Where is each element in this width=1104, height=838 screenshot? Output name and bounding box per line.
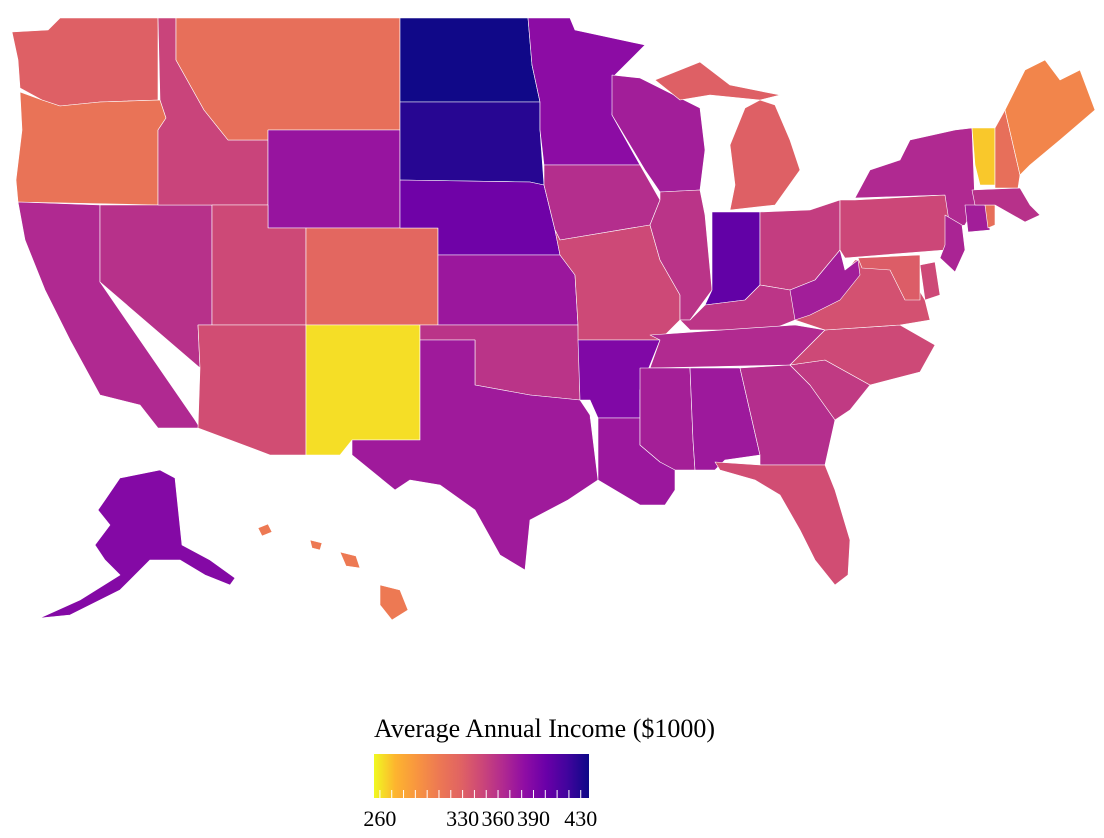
state-wa[interactable] — [11, 17, 159, 107]
state-mn[interactable] — [527, 17, 646, 166]
state-tx[interactable] — [351, 339, 599, 571]
state-fl[interactable] — [714, 461, 851, 586]
state-wv[interactable] — [789, 249, 861, 321]
states-layer — [11, 17, 1096, 621]
state-nj[interactable] — [939, 214, 966, 273]
state-in[interactable] — [704, 211, 761, 306]
state-ma[interactable] — [971, 187, 1041, 223]
state-co[interactable] — [305, 227, 439, 326]
colorbar-tick-label: 330 — [446, 806, 480, 831]
us-choropleth-map — [11, 17, 1096, 621]
state-nh[interactable] — [994, 109, 1021, 189]
state-pa[interactable] — [839, 194, 956, 259]
colorbar-gradient — [374, 754, 589, 798]
state-or[interactable] — [15, 91, 167, 206]
state-az[interactable] — [197, 324, 307, 456]
colorbar-tick-label: 360 — [481, 806, 515, 831]
state-nd[interactable] — [399, 17, 541, 103]
colorbar-tick-label: 430 — [564, 806, 598, 831]
state-sd[interactable] — [399, 101, 545, 186]
state-me[interactable] — [1004, 59, 1096, 176]
colorbar-tick-label: 390 — [516, 806, 550, 831]
state-ak[interactable] — [39, 469, 236, 619]
state-de[interactable] — [919, 261, 941, 301]
state-hi[interactable] — [257, 523, 409, 621]
state-wy[interactable] — [267, 129, 401, 229]
state-md[interactable] — [857, 254, 921, 301]
state-nm[interactable] — [305, 324, 421, 456]
colorbar-tick-label: 260 — [363, 806, 397, 831]
colorbar — [374, 754, 589, 798]
state-mo[interactable] — [554, 224, 681, 341]
state-wi[interactable] — [611, 74, 706, 193]
state-ks[interactable] — [437, 254, 579, 326]
legend-title: Average Annual Income ($1000) — [374, 714, 716, 743]
state-vt[interactable] — [971, 127, 996, 186]
state-mi[interactable] — [654, 61, 801, 211]
state-nc[interactable] — [789, 324, 936, 386]
